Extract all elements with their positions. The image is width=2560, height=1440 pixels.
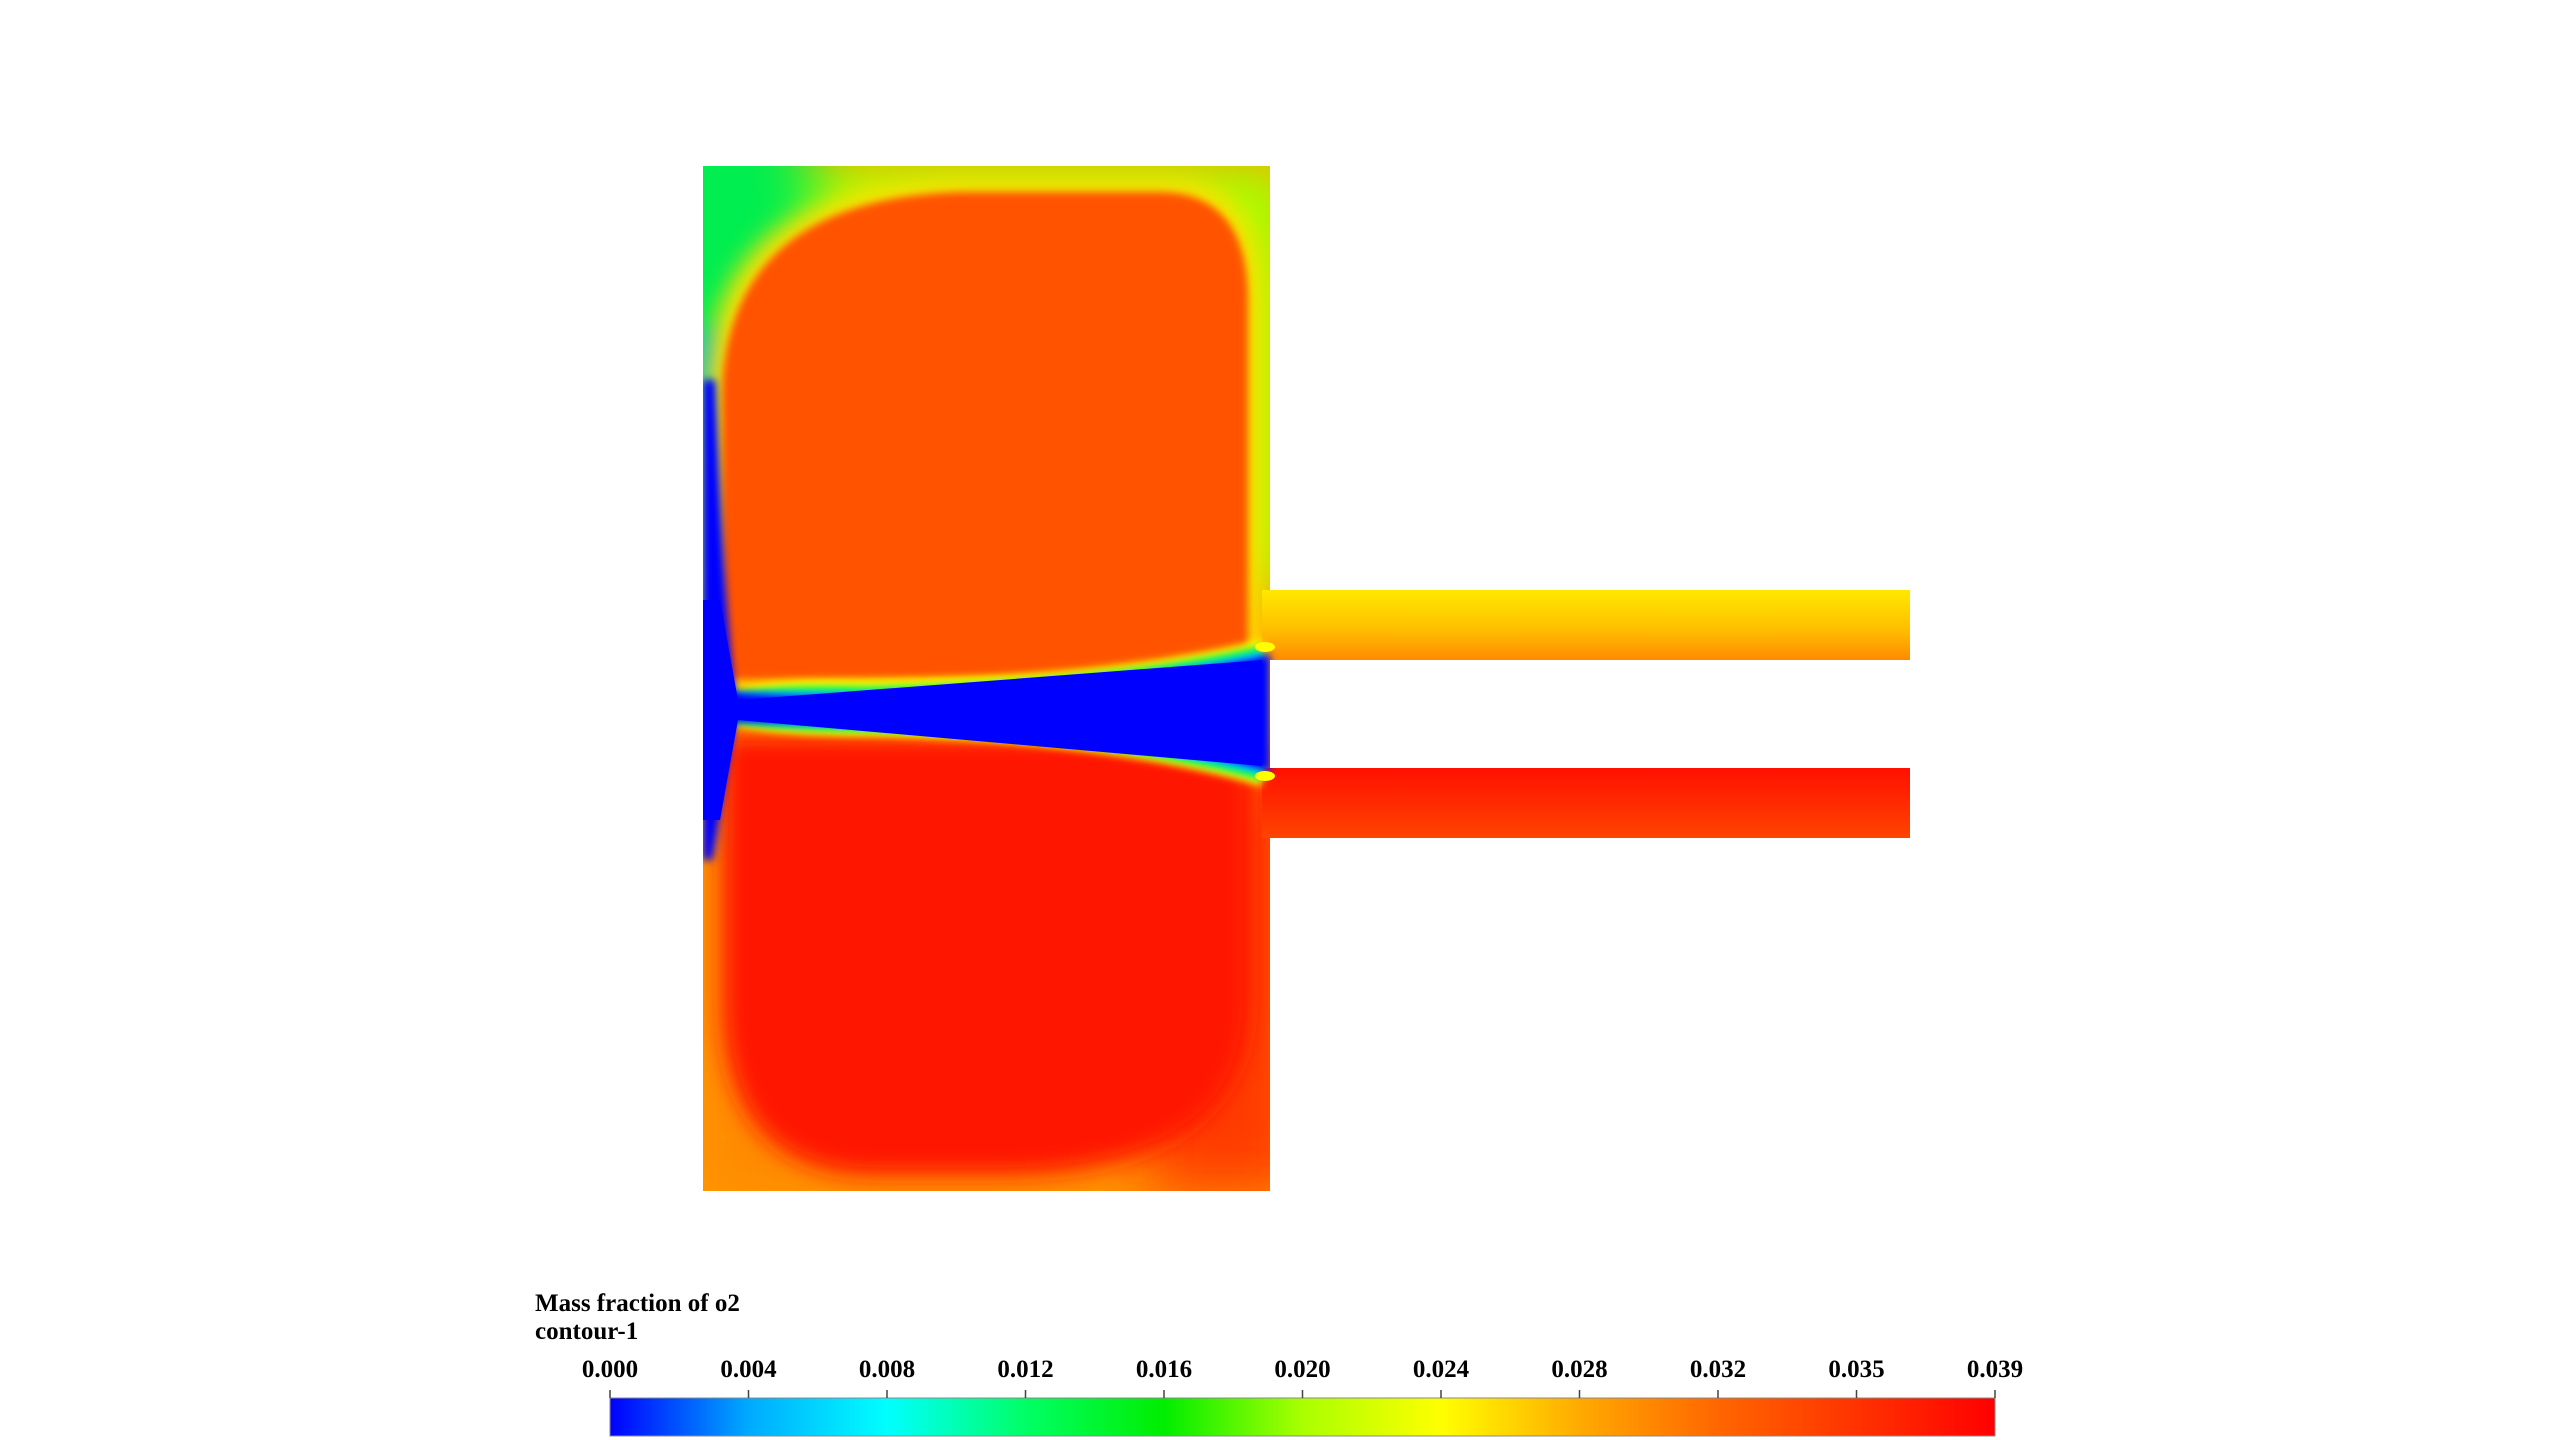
legend-subtitle: contour-1 <box>535 1318 639 1345</box>
colorbar-tick-label: 0.035 <box>1828 1356 1885 1383</box>
legend-title: Mass fraction of o2 <box>535 1290 740 1317</box>
colorbar-tick-label: 0.020 <box>1274 1356 1331 1383</box>
colorbar-tick-label: 0.000 <box>581 1356 639 1383</box>
colorbar-tick-label: 0.004 <box>720 1356 777 1383</box>
colorbar-tick-label: 0.024 <box>1412 1356 1470 1383</box>
contour-field <box>703 166 1910 1191</box>
colorbar-tick-label: 0.008 <box>858 1356 916 1383</box>
colorbar-tick-label: 0.032 <box>1689 1356 1747 1383</box>
colorbar-tick-label: 0.028 <box>1551 1356 1608 1383</box>
colorbar <box>609 1397 1996 1437</box>
colorbar-ticks <box>609 1390 1996 1398</box>
colorbar-tick-label: 0.012 <box>997 1356 1054 1383</box>
colorbar-tick-label: 0.039 <box>1966 1356 2024 1383</box>
colorbar-tick-label: 0.016 <box>1135 1356 1193 1383</box>
